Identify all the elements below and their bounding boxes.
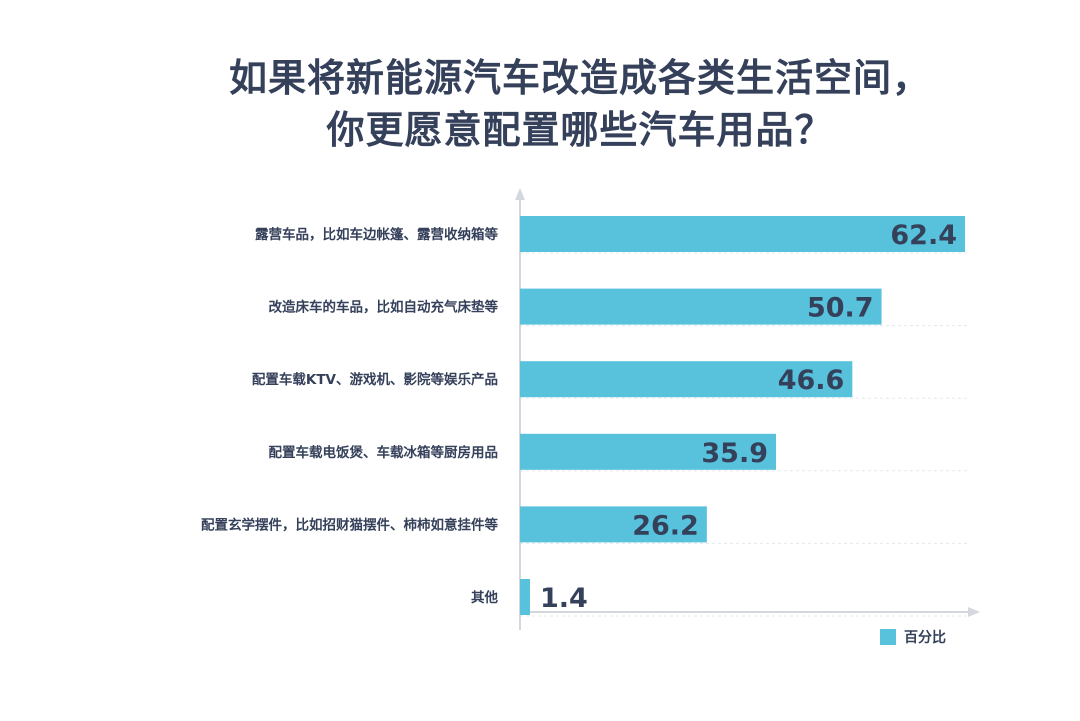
bar (520, 506, 707, 543)
chart-title: 如果将新能源汽车改造成各类生活空间， 你更愿意配置哪些汽车用品？ (0, 52, 1080, 156)
category-label: 其他 (471, 589, 498, 606)
category-label: 配置车载KTV、游戏机、影院等娱乐产品 (252, 371, 498, 388)
legend: 百分比 (880, 627, 946, 647)
bar (520, 288, 882, 325)
category-label: 露营车品，比如车边帐篷、露营收纳箱等 (255, 226, 498, 243)
value-label: 35.9 (701, 438, 768, 469)
legend-label: 百分比 (904, 630, 946, 646)
axes (515, 188, 980, 630)
value-label: 50.7 (807, 293, 874, 324)
category-label: 改造床车的车品，比如自动充气床垫等 (269, 299, 499, 316)
x-axis-arrow (968, 607, 980, 617)
chart-title-line-1: 如果将新能源汽车改造成各类生活空间， (228, 56, 931, 100)
category-labels: 露营车品，比如车边帐篷、露营收纳箱等改造床车的车品，比如自动充气床垫等配置车载K… (201, 226, 498, 606)
category-label: 配置玄学摆件，比如招财猫摆件、柿柿如意挂件等 (201, 516, 498, 533)
value-label: 26.2 (632, 510, 699, 541)
value-label: 46.6 (778, 365, 845, 396)
value-labels: 62.4 50.7 46.6 35.9 26.2 1.4 (540, 220, 957, 614)
legend-swatch (880, 629, 896, 645)
value-label: 1.4 (540, 583, 588, 614)
category-label: 配置车载电饭煲、车载冰箱等厨房用品 (269, 444, 499, 461)
grid-lines (520, 252, 970, 617)
bars (520, 216, 965, 615)
chart-title-line-2: 你更愿意配置哪些汽车用品？ (326, 108, 834, 152)
bar (520, 216, 965, 252)
value-label: 62.4 (890, 220, 957, 251)
y-axis-arrow (515, 188, 525, 200)
bar (520, 433, 777, 470)
bar (520, 579, 530, 615)
bar (520, 361, 853, 398)
